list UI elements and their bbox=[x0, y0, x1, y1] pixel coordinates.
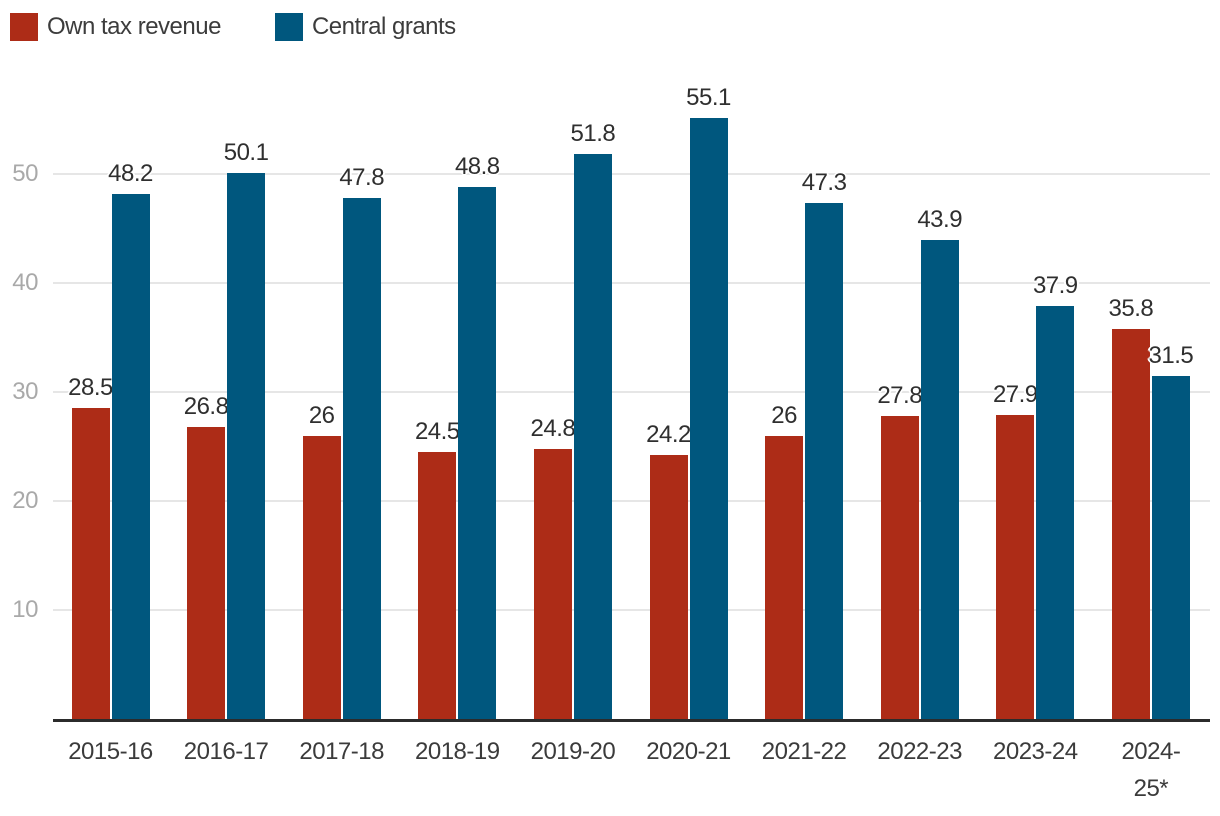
bar-own-tax-revenue-2016-17[interactable] bbox=[187, 426, 226, 719]
x-axis-label-2023-24: 2023-24 bbox=[993, 738, 1078, 765]
bar-own-tax-revenue-2024-25*[interactable] bbox=[1111, 328, 1150, 719]
value-label-central-grants-2021-22: 47.3 bbox=[801, 169, 847, 197]
y-axis-tick-40: 40 bbox=[12, 269, 38, 296]
value-label-central-grants-2016-17: 50.1 bbox=[223, 138, 269, 166]
value-label-own-tax-revenue-2023-24: 27.9 bbox=[992, 380, 1038, 408]
value-label-central-grants-2024-25*: 31.5 bbox=[1148, 341, 1194, 369]
bar-own-tax-revenue-2022-23[interactable] bbox=[880, 415, 919, 719]
chart-legend: Own tax revenue Central grants bbox=[10, 13, 456, 41]
value-label-own-tax-revenue-2021-22: 26 bbox=[771, 401, 797, 429]
gridline-10 bbox=[53, 609, 1210, 611]
gridline-40 bbox=[53, 282, 1210, 284]
bar-central-grants-2024-25*[interactable] bbox=[1151, 375, 1190, 719]
x-axis-label-2024-25*: 2024-25* bbox=[1121, 738, 1181, 802]
x-axis-label-2016-17: 2016-17 bbox=[183, 738, 269, 765]
bar-own-tax-revenue-2018-19[interactable] bbox=[418, 451, 457, 719]
value-label-central-grants-2020-21: 55.1 bbox=[686, 84, 731, 112]
bar-central-grants-2016-17[interactable] bbox=[227, 172, 266, 719]
bar-own-tax-revenue-2019-20[interactable] bbox=[533, 448, 572, 719]
x-axis-label-2020-21: 2020-21 bbox=[646, 738, 731, 765]
legend-item-central-grants: Central grants bbox=[274, 13, 456, 41]
bar-central-grants-2020-21[interactable] bbox=[689, 118, 728, 719]
value-label-own-tax-revenue-2022-23: 27.8 bbox=[877, 381, 923, 409]
legend-swatch-central-grants bbox=[274, 13, 303, 41]
x-axis-line bbox=[53, 719, 1210, 722]
value-label-central-grants-2023-24: 37.9 bbox=[1032, 271, 1078, 299]
legend-label-own-tax-revenue: Own tax revenue bbox=[47, 13, 221, 40]
value-label-own-tax-revenue-2017-18: 26 bbox=[308, 401, 335, 429]
value-label-own-tax-revenue-2015-16: 28.5 bbox=[68, 374, 113, 402]
x-axis-label-2015-16: 2015-16 bbox=[68, 738, 153, 765]
y-axis-tick-10: 10 bbox=[12, 596, 38, 623]
x-axis-label-2021-22: 2021-22 bbox=[761, 738, 847, 765]
gridline-50 bbox=[53, 173, 1210, 175]
value-label-own-tax-revenue-2019-20: 24.8 bbox=[530, 414, 576, 442]
bar-own-tax-revenue-2017-18[interactable] bbox=[302, 435, 341, 719]
x-axis-label-2022-23: 2022-23 bbox=[877, 738, 962, 765]
bar-own-tax-revenue-2021-22[interactable] bbox=[765, 435, 804, 719]
value-label-own-tax-revenue-2024-25*: 35.8 bbox=[1108, 294, 1154, 322]
bar-central-grants-2022-23[interactable] bbox=[920, 240, 959, 719]
bar-central-grants-2019-20[interactable] bbox=[573, 154, 612, 719]
x-axis-label-2018-19: 2018-19 bbox=[415, 738, 500, 765]
bar-central-grants-2021-22[interactable] bbox=[805, 203, 844, 719]
legend-item-own-tax-revenue: Own tax revenue bbox=[10, 13, 221, 41]
y-axis-tick-30: 30 bbox=[12, 378, 38, 405]
gridline-30 bbox=[53, 391, 1210, 393]
bar-own-tax-revenue-2015-16[interactable] bbox=[71, 408, 110, 719]
legend-swatch-own-tax-revenue bbox=[10, 13, 38, 41]
x-axis-label-2017-18: 2017-18 bbox=[299, 738, 384, 765]
value-label-central-grants-2022-23: 43.9 bbox=[917, 206, 963, 234]
bar-central-grants-2015-16[interactable] bbox=[111, 193, 150, 719]
bar-central-grants-2017-18[interactable] bbox=[342, 197, 381, 719]
value-label-central-grants-2015-16: 48.2 bbox=[108, 159, 153, 187]
value-label-central-grants-2018-19: 48.8 bbox=[454, 153, 500, 181]
bar-central-grants-2023-24[interactable] bbox=[1036, 305, 1075, 719]
legend-label-central-grants: Central grants bbox=[311, 13, 456, 40]
y-axis-tick-20: 20 bbox=[12, 487, 38, 514]
value-label-own-tax-revenue-2020-21: 24.2 bbox=[646, 421, 691, 449]
bar-own-tax-revenue-2020-21[interactable] bbox=[649, 455, 688, 719]
x-axis-label-2019-20: 2019-20 bbox=[530, 738, 616, 765]
value-label-own-tax-revenue-2018-19: 24.5 bbox=[414, 417, 460, 445]
value-label-central-grants-2019-20: 51.8 bbox=[570, 120, 616, 148]
y-axis-tick-50: 50 bbox=[12, 160, 38, 187]
value-label-own-tax-revenue-2016-17: 26.8 bbox=[183, 392, 229, 420]
value-label-central-grants-2017-18: 47.8 bbox=[339, 163, 385, 191]
gridline-20 bbox=[53, 500, 1210, 502]
bar-central-grants-2018-19[interactable] bbox=[458, 187, 497, 719]
bar-own-tax-revenue-2023-24[interactable] bbox=[996, 414, 1035, 719]
